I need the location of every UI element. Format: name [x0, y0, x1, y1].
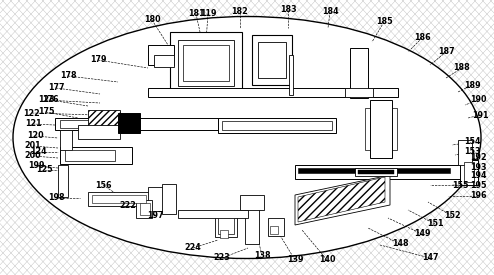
Text: 176: 176: [42, 95, 58, 104]
Text: 148: 148: [392, 240, 409, 249]
Polygon shape: [298, 177, 385, 222]
Text: 222: 222: [120, 200, 136, 210]
Bar: [252, 35, 292, 85]
Text: 151: 151: [427, 219, 443, 229]
Bar: [183, 45, 229, 81]
Text: 190: 190: [470, 95, 486, 104]
Bar: [60, 130, 72, 150]
Bar: [222, 121, 332, 130]
Text: 152: 152: [444, 211, 460, 221]
Text: 187: 187: [438, 48, 454, 56]
Text: 223: 223: [213, 254, 230, 263]
Bar: [178, 40, 234, 86]
Polygon shape: [295, 175, 390, 225]
Bar: [140, 203, 150, 215]
Bar: [458, 140, 472, 165]
Bar: [270, 226, 278, 234]
Text: 184: 184: [322, 7, 338, 16]
Bar: [148, 45, 174, 65]
Bar: [215, 215, 237, 237]
Text: 189: 189: [464, 81, 480, 89]
Text: 186: 186: [413, 34, 430, 43]
Text: 123: 123: [38, 95, 54, 104]
Bar: [460, 160, 478, 185]
Bar: [58, 165, 68, 197]
Bar: [178, 210, 248, 218]
Text: 182: 182: [232, 7, 248, 16]
Text: 125: 125: [36, 166, 52, 175]
Bar: [148, 187, 164, 211]
Ellipse shape: [13, 16, 481, 258]
Bar: [370, 100, 392, 158]
Text: 156: 156: [95, 180, 111, 189]
Text: 194: 194: [470, 172, 486, 180]
Text: 122: 122: [24, 109, 41, 117]
Bar: [170, 32, 242, 94]
Bar: [148, 88, 398, 97]
Text: 192: 192: [470, 153, 486, 163]
Bar: [350, 48, 368, 98]
Text: 139: 139: [287, 255, 303, 265]
Text: 195: 195: [470, 182, 486, 191]
Text: 224: 224: [185, 243, 202, 252]
Text: 197: 197: [147, 210, 163, 219]
Bar: [162, 184, 176, 214]
Text: 175: 175: [38, 108, 54, 117]
Text: 181: 181: [188, 10, 205, 18]
Bar: [464, 162, 474, 182]
Bar: [258, 42, 286, 78]
Bar: [65, 150, 115, 161]
Bar: [78, 125, 120, 139]
Bar: [88, 110, 120, 132]
Bar: [345, 88, 373, 97]
Text: 155: 155: [452, 180, 468, 189]
Text: 199: 199: [28, 161, 44, 170]
Bar: [154, 55, 174, 67]
Text: 191: 191: [472, 111, 488, 120]
Text: 198: 198: [48, 194, 64, 202]
Bar: [358, 170, 394, 174]
Bar: [268, 218, 284, 236]
Text: 153: 153: [464, 147, 480, 156]
Bar: [289, 55, 293, 95]
Text: 196: 196: [470, 191, 486, 200]
Bar: [298, 168, 450, 173]
Text: 147: 147: [422, 254, 438, 263]
Bar: [240, 195, 264, 210]
Text: 138: 138: [254, 251, 270, 260]
Bar: [136, 200, 152, 218]
Text: 119: 119: [200, 10, 216, 18]
Text: 177: 177: [48, 84, 64, 92]
Text: 124: 124: [30, 147, 46, 156]
Text: 179: 179: [90, 56, 106, 65]
Bar: [365, 108, 397, 150]
Text: 120: 120: [27, 131, 43, 141]
Bar: [245, 202, 259, 244]
Text: 121: 121: [25, 120, 41, 128]
Bar: [92, 195, 146, 203]
Text: 201: 201: [25, 142, 41, 150]
Bar: [355, 168, 397, 176]
Text: 193: 193: [470, 163, 486, 172]
Text: 185: 185: [376, 18, 392, 26]
Bar: [220, 230, 228, 238]
Bar: [60, 147, 132, 164]
Text: 180: 180: [144, 15, 161, 24]
Bar: [88, 192, 150, 206]
Bar: [55, 118, 295, 130]
Bar: [60, 120, 120, 128]
Text: 200: 200: [25, 152, 41, 161]
Bar: [218, 218, 234, 234]
Text: 183: 183: [280, 6, 296, 15]
Text: 154: 154: [464, 138, 480, 147]
Bar: [295, 165, 463, 179]
Text: 178: 178: [60, 72, 76, 81]
Bar: [218, 118, 336, 133]
Text: 140: 140: [319, 255, 335, 265]
Bar: [118, 113, 140, 133]
Text: 149: 149: [414, 230, 430, 238]
Text: 188: 188: [453, 64, 470, 73]
